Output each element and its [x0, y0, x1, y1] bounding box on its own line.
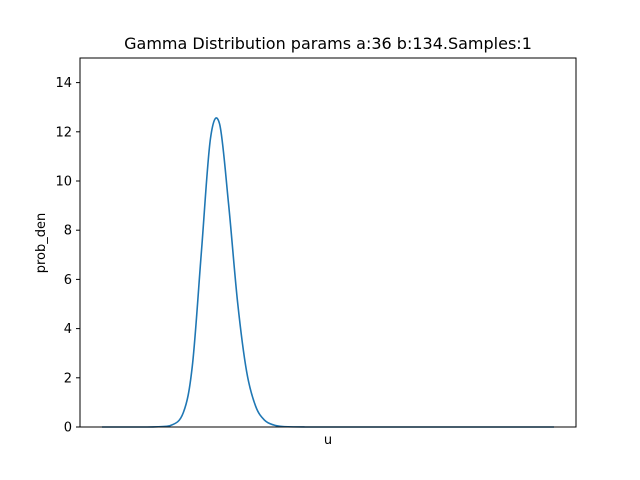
y-tick-label: 10 — [55, 175, 72, 190]
chart-title: Gamma Distribution params a:36 b:134.Sam… — [124, 34, 532, 53]
plot-frame — [79, 57, 577, 428]
y-tick-label: 14 — [55, 76, 72, 91]
y-tick-label: 2 — [64, 371, 72, 386]
x-axis-label: u — [324, 433, 332, 448]
y-axis-label: prob_den — [34, 213, 49, 274]
y-axis-ticks: 0 2 4 6 8 10 12 14 — [55, 76, 80, 436]
y-tick-label: 12 — [55, 125, 72, 140]
y-tick-label: 0 — [64, 421, 72, 436]
y-tick-label: 6 — [64, 273, 72, 288]
y-tick-label: 8 — [64, 224, 72, 239]
y-tick-label: 4 — [64, 322, 72, 337]
